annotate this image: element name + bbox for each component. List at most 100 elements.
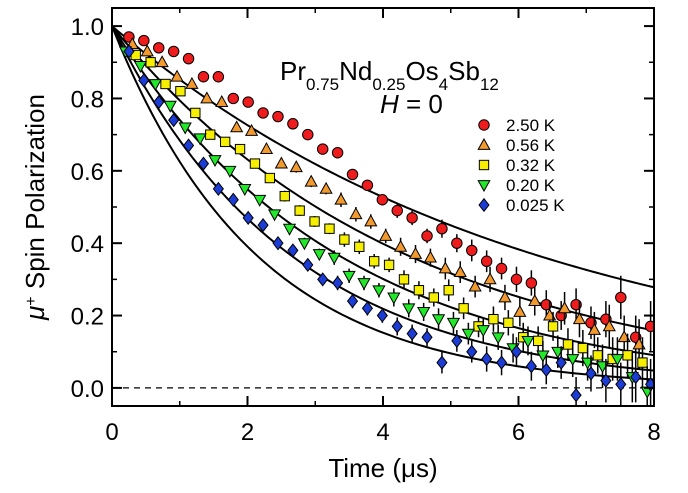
data-point [163,100,177,113]
data-point [391,204,403,217]
data-point [259,142,274,155]
data-point [428,292,439,303]
data-point [406,326,418,341]
data-point [557,301,572,314]
data-point [615,291,627,304]
legend-marker [478,119,490,131]
compound-subscript: 4 [439,75,448,94]
data-point [376,308,388,323]
y-tick-label: 0.0 [71,376,104,403]
data-point [525,359,537,374]
x-tick-label: 2 [241,419,254,446]
data-point [417,307,431,320]
data-point [451,237,463,249]
data-point [190,107,201,119]
data-point [244,123,259,136]
legend-label: 2.50 K [506,116,556,135]
data-point [182,138,195,153]
data-point [369,256,380,267]
data-point [379,228,393,241]
data-point [155,55,169,68]
data-point [302,128,314,141]
data-point [585,366,597,381]
data-point [540,362,552,377]
data-point [302,257,314,273]
data-point [354,241,365,252]
data-point [372,285,386,298]
data-point [219,136,231,148]
data-point [200,91,214,104]
compound-element: Pr [280,56,306,86]
y-tick-label: 0.2 [71,304,104,331]
compound-subscript: 12 [480,75,499,94]
x-axis-label-unit: s) [416,453,438,483]
y-axis-label-sup: + [23,296,40,305]
data-point [570,298,582,311]
data-point [312,249,326,262]
data-point [349,207,363,220]
data-point [197,71,210,83]
data-point [182,52,195,65]
series-4 [123,44,654,406]
data-point [577,342,589,354]
data-point [331,147,344,159]
data-point [223,165,237,178]
data-point [234,143,246,155]
data-point [491,332,505,345]
data-point [274,156,288,169]
y-axis-label-mu: μ [20,306,50,321]
compound-element: Nd [339,56,372,86]
axis-ticks: 0 2 4 6 8 0.0 0.2 0.4 0.6 0.8 1.0 [71,8,661,446]
data-point [185,76,199,89]
series-1 [125,37,646,370]
legend-label: 0.56 K [506,136,556,155]
data-point [510,273,523,286]
data-point [324,223,335,234]
data-point [421,230,433,242]
data-point [227,192,239,207]
data-point [208,155,222,168]
legend-label: 0.32 K [506,156,556,175]
data-point [466,344,478,359]
data-point [272,110,284,123]
data-point [525,277,538,289]
y-tick-label: 0.4 [71,231,104,258]
data-point [495,355,508,370]
data-point [167,45,180,58]
x-axis-label: Time (μs) [328,453,437,483]
data-point [398,274,410,285]
data-point [402,303,416,316]
data-point [547,321,559,332]
data-points [118,31,654,406]
data-point [193,133,207,146]
data-point [282,223,297,236]
y-tick-label: 0.6 [71,159,104,186]
x-tick-label: 6 [512,419,525,446]
data-point [521,335,535,348]
fit-curve-4 [112,25,654,381]
data-point [436,222,448,235]
data-point [600,373,612,388]
data-point [170,69,184,82]
data-point [361,301,374,316]
legend: 2.50 K0.56 K0.32 K0.20 K0.025 K [477,116,565,215]
data-point [342,270,356,283]
data-point [287,243,299,258]
data-point [622,350,633,361]
data-point [436,355,448,370]
y-axis-label: μ+ Spin Polarization [20,94,50,321]
data-point [178,122,192,135]
data-point [387,292,401,305]
data-point [481,351,493,367]
data-point [361,179,374,192]
data-point [346,293,359,309]
data-point [249,158,261,169]
compound-formula: Pr0.75Nd0.25Os4Sb12 [280,56,499,94]
fit-curve-0 [112,25,654,289]
data-point [279,190,290,202]
data-point [393,239,408,252]
y-tick-label: 0.8 [71,86,104,113]
x-axis-label-main: Time ( [328,453,401,483]
legend-label: 0.20 K [506,176,556,195]
data-point [503,317,514,328]
